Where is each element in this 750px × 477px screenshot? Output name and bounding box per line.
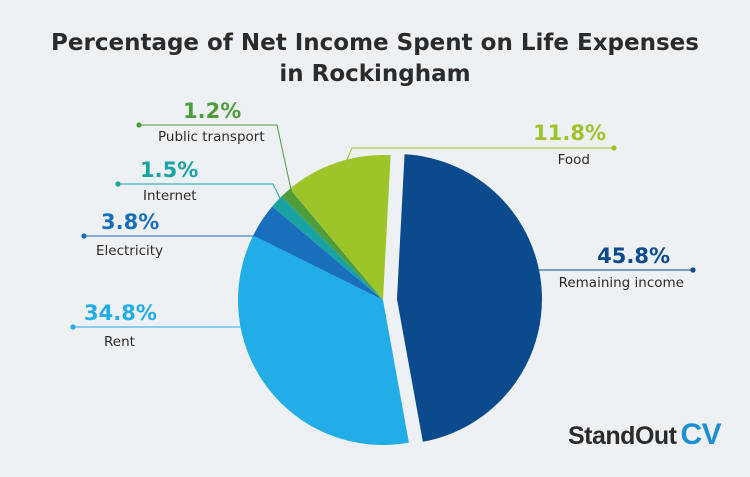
- chart-title: Percentage of Net Income Spent on Life E…: [0, 28, 750, 90]
- chart-title-line-2: in Rockingham: [279, 61, 471, 87]
- pie-slice-electricity: [253, 206, 383, 300]
- slice-value-label: 11.8%: [533, 121, 606, 145]
- slice-label-group: 1.5% Internet: [115, 158, 286, 210]
- pie-slice-remaining-income: [396, 154, 542, 442]
- slice-category-label: Electricity: [96, 243, 163, 259]
- chart-title-line-1: Percentage of Net Income Spent on Life E…: [51, 30, 699, 56]
- slice-label-group: 45.8% Remaining income: [530, 244, 696, 291]
- slice-category-label: Remaining income: [559, 275, 684, 291]
- slice-category-label: Rent: [104, 334, 135, 350]
- slice-label-group: 34.8% Rent: [70, 301, 277, 350]
- leader-line: [340, 147, 614, 174]
- leader-dot: [136, 122, 142, 128]
- slice-category-label: Public transport: [158, 129, 265, 145]
- slice-label-group: 1.2% Public transport: [136, 99, 294, 202]
- slice-label-group: 3.8% Electricity: [81, 210, 272, 259]
- pie-slice-rent: [238, 235, 409, 445]
- slice-value-label: 45.8%: [597, 244, 670, 268]
- slice-category-label: Internet: [143, 188, 197, 204]
- leader-dot: [690, 267, 696, 273]
- leader-dot: [70, 324, 76, 330]
- pie-slice-internet: [272, 196, 383, 300]
- slice-label-group: 11.8% Food: [340, 121, 617, 174]
- slice-value-label: 1.2%: [183, 99, 241, 123]
- pie-slice-food: [289, 155, 391, 300]
- logo-text-standout: StandOut: [568, 422, 677, 450]
- standout-cv-logo: StandOut CV: [568, 418, 722, 452]
- leader-dot: [115, 181, 121, 187]
- slice-value-label: 3.8%: [101, 210, 159, 234]
- leader-line: [139, 124, 294, 202]
- logo-text-cv: CV: [680, 418, 722, 451]
- slice-category-label: Food: [558, 152, 590, 168]
- leader-dot: [81, 233, 87, 239]
- pie-slice-public-transport: [281, 188, 383, 300]
- leader-dot: [611, 145, 617, 151]
- leader-line: [118, 183, 286, 210]
- slice-value-label: 34.8%: [84, 301, 157, 325]
- slice-value-label: 1.5%: [140, 158, 198, 182]
